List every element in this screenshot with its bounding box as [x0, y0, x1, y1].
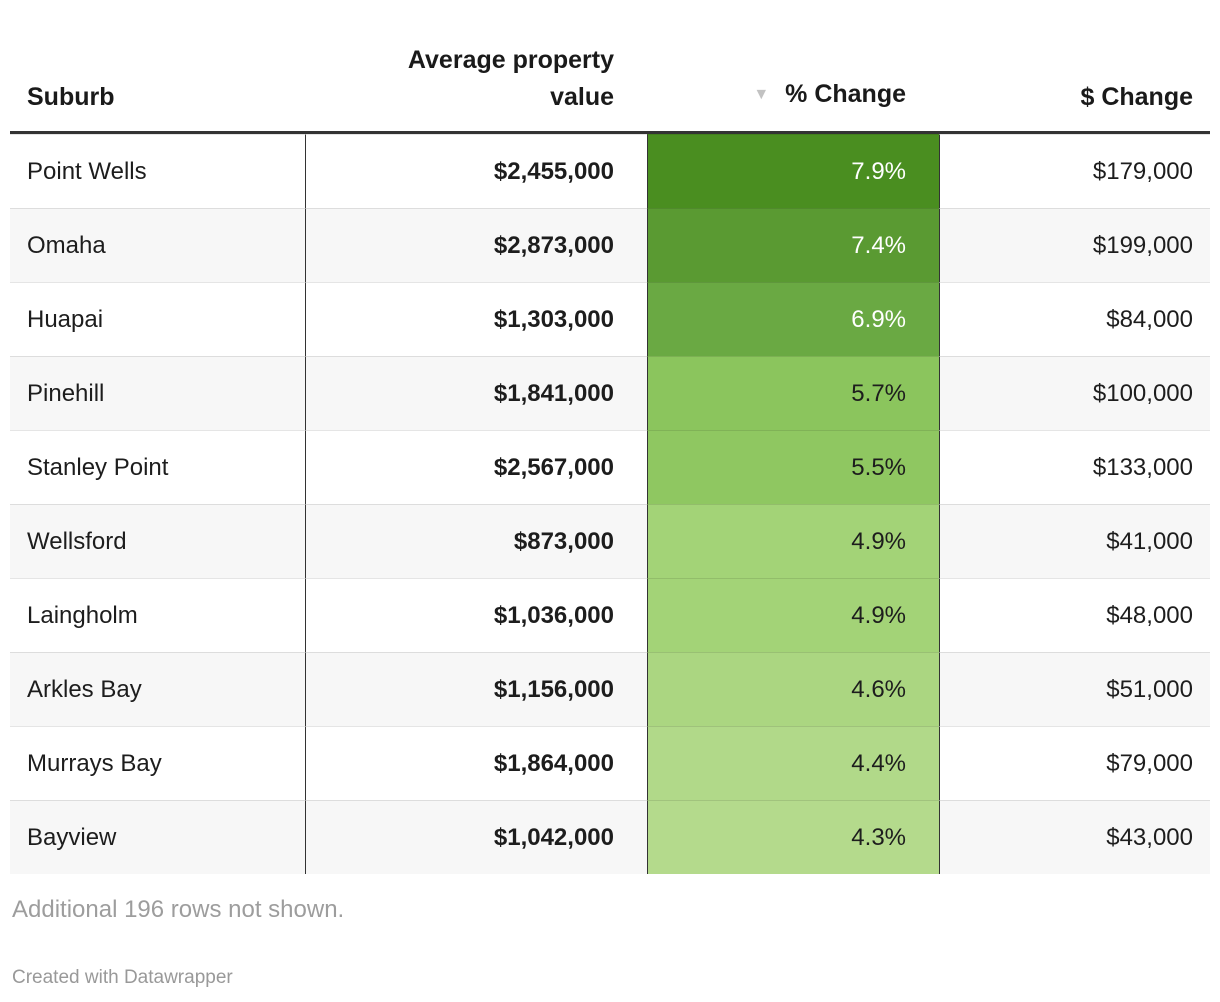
suburb-cell: Wellsford — [10, 504, 305, 578]
suburb-cell: Pinehill — [10, 356, 305, 430]
column-header-dollar-change-label: $ Change — [1080, 83, 1193, 111]
pct-change-heatmap-cell: 6.9% — [647, 282, 939, 356]
pct-change-heatmap-cell: 4.3% — [647, 800, 939, 874]
suburb-cell: Murrays Bay — [10, 726, 305, 800]
table-row: Arkles Bay $1,156,000 4.6% $51,000 — [10, 652, 1210, 726]
avg-value-cell: $2,455,000 — [305, 134, 647, 208]
column-header-pct-change-label: % Change — [785, 80, 906, 108]
table-row: Laingholm $1,036,000 4.9% $48,000 — [10, 578, 1210, 652]
column-header-dollar-change[interactable]: $ Change — [939, 79, 1210, 116]
pct-change-heatmap-cell: 7.9% — [647, 134, 939, 208]
avg-value-cell: $2,873,000 — [305, 208, 647, 282]
suburb-cell: Point Wells — [10, 134, 305, 208]
suburb-cell: Stanley Point — [10, 430, 305, 504]
dollar-change-cell: $199,000 — [939, 208, 1210, 282]
avg-value-cell: $2,567,000 — [305, 430, 647, 504]
column-header-avg-value[interactable]: Average property value — [305, 42, 647, 116]
table-row: Murrays Bay $1,864,000 4.4% $79,000 — [10, 726, 1210, 800]
datawrapper-credit: Created with Datawrapper — [12, 967, 233, 988]
suburb-cell: Arkles Bay — [10, 652, 305, 726]
pct-change-heatmap-cell: 4.9% — [647, 578, 939, 652]
dollar-change-cell: $79,000 — [939, 726, 1210, 800]
avg-value-cell: $1,864,000 — [305, 726, 647, 800]
dollar-change-cell: $100,000 — [939, 356, 1210, 430]
avg-value-cell: $1,042,000 — [305, 800, 647, 874]
table-header-row: Suburb Average property value ▼ % Change… — [10, 0, 1210, 134]
table-row: Huapai $1,303,000 6.9% $84,000 — [10, 282, 1210, 356]
table-row: Stanley Point $2,567,000 5.5% $133,000 — [10, 430, 1210, 504]
dollar-change-cell: $41,000 — [939, 504, 1210, 578]
dollar-change-cell: $84,000 — [939, 282, 1210, 356]
suburb-cell: Omaha — [10, 208, 305, 282]
column-header-suburb-label: Suburb — [27, 83, 115, 111]
table-row: Point Wells $2,455,000 7.9% $179,000 — [10, 134, 1210, 208]
avg-value-cell: $1,303,000 — [305, 282, 647, 356]
avg-value-cell: $1,036,000 — [305, 578, 647, 652]
avg-value-cell: $1,841,000 — [305, 356, 647, 430]
table-row: Omaha $2,873,000 7.4% $199,000 — [10, 208, 1210, 282]
sort-desc-icon: ▼ — [753, 86, 770, 103]
suburb-cell: Laingholm — [10, 578, 305, 652]
pct-change-heatmap-cell: 7.4% — [647, 208, 939, 282]
pct-change-heatmap-cell: 4.6% — [647, 652, 939, 726]
dollar-change-cell: $48,000 — [939, 578, 1210, 652]
column-header-pct-change[interactable]: ▼ % Change — [647, 76, 939, 116]
column-header-suburb[interactable]: Suburb — [10, 79, 305, 116]
pct-change-heatmap-cell: 5.5% — [647, 430, 939, 504]
pct-change-heatmap-cell: 4.4% — [647, 726, 939, 800]
dollar-change-cell: $43,000 — [939, 800, 1210, 874]
dollar-change-cell: $51,000 — [939, 652, 1210, 726]
dollar-change-cell: $133,000 — [939, 430, 1210, 504]
table-row: Wellsford $873,000 4.9% $41,000 — [10, 504, 1210, 578]
column-header-avg-value-label: Average property value — [407, 46, 614, 111]
table-row: Bayview $1,042,000 4.3% $43,000 — [10, 800, 1210, 874]
pct-change-heatmap-cell: 5.7% — [647, 356, 939, 430]
hidden-rows-note: Additional 196 rows not shown. — [12, 896, 345, 923]
suburb-cell: Bayview — [10, 800, 305, 874]
suburb-cell: Huapai — [10, 282, 305, 356]
table-row: Pinehill $1,841,000 5.7% $100,000 — [10, 356, 1210, 430]
pct-change-heatmap-cell: 4.9% — [647, 504, 939, 578]
avg-value-cell: $1,156,000 — [305, 652, 647, 726]
avg-value-cell: $873,000 — [305, 504, 647, 578]
dollar-change-cell: $179,000 — [939, 134, 1210, 208]
